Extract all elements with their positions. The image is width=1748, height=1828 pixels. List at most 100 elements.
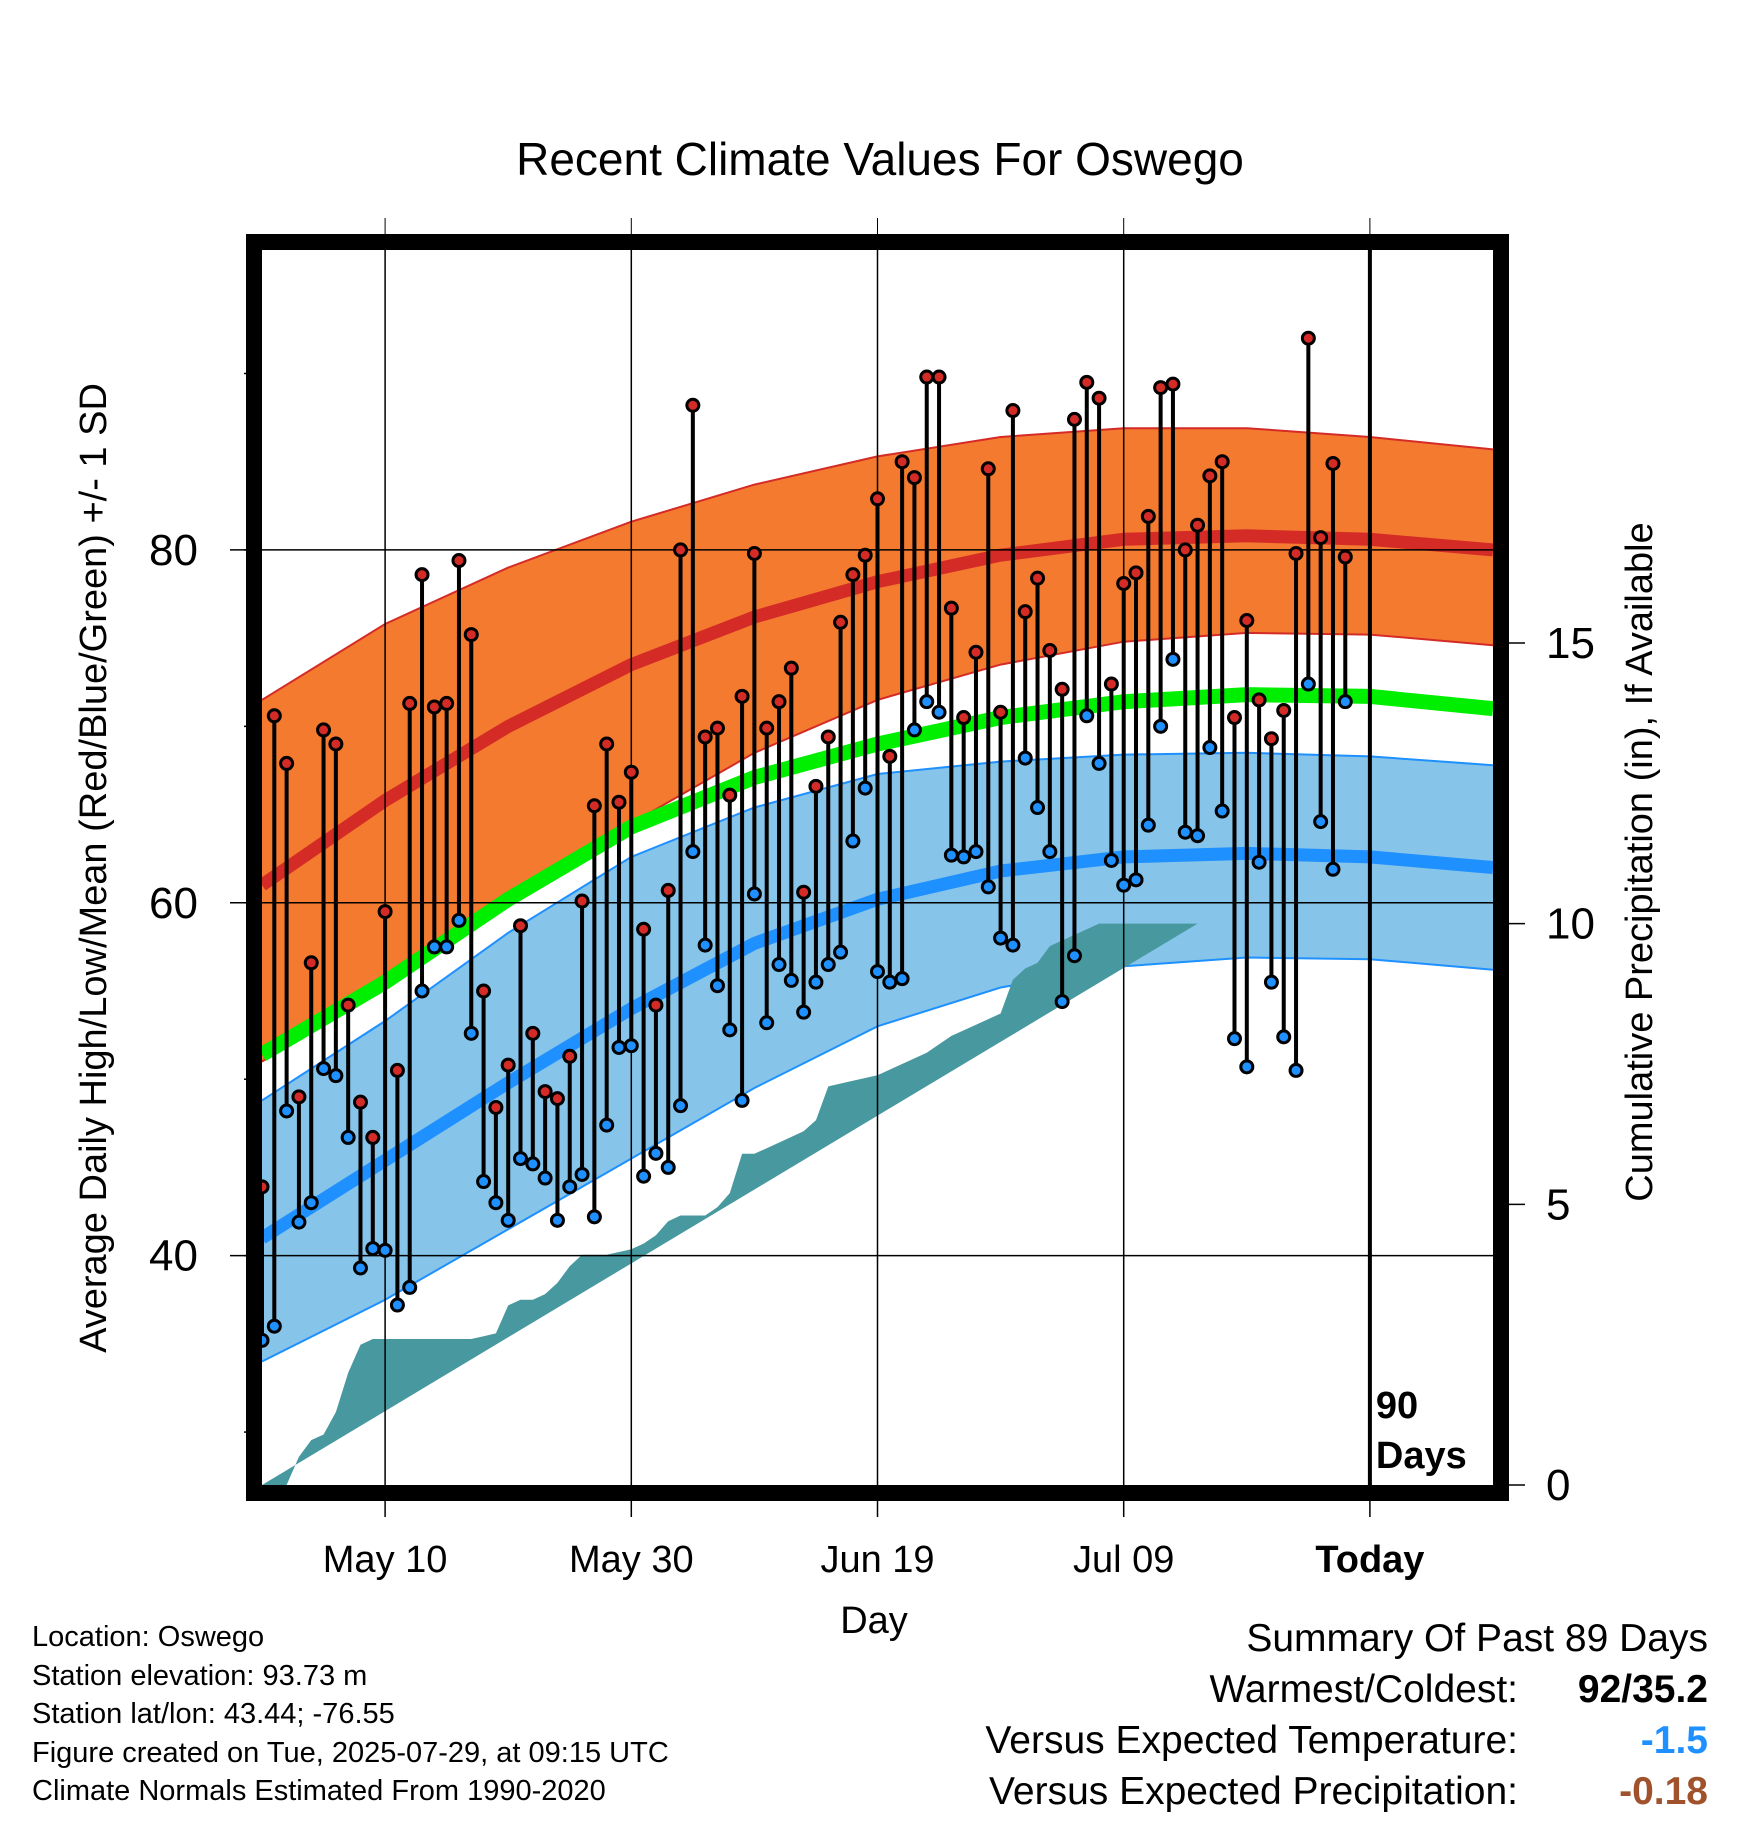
y-axis-label: Average Daily High/Low/Mean (Red/Blue/Gr… [73,383,115,1353]
x-axis-label: Day [840,1600,908,1642]
daily-high-point [513,918,529,934]
station-location: Location: Oswego [32,1621,265,1653]
daily-high-point [1202,468,1218,484]
daily-low-point [1017,750,1033,766]
daily-high-point [746,545,762,561]
daily-low-point [1337,694,1353,710]
daily-high-point [316,722,332,738]
summary-title: Summary Of Past 89 Days [1246,1617,1708,1660]
daily-high-point [1042,642,1058,658]
window-label-line: 90 [1376,1385,1418,1427]
daily-low-point [1177,824,1193,840]
daily-low-point [1214,803,1230,819]
daily-high-point [660,882,676,898]
daily-high-point [1066,411,1082,427]
y-tick-label: 80 [149,526,198,575]
daily-high-point [1313,530,1329,546]
daily-high-point [623,764,639,780]
daily-low-point [303,1195,319,1211]
daily-low-point [266,1318,282,1334]
daily-high-point [857,547,873,563]
y2-tick-label: 5 [1546,1180,1570,1229]
daily-low-point [1226,1031,1242,1047]
plot-frame [246,234,1509,1501]
chart-title: Recent Climate Values For Oswego [516,133,1244,185]
daily-high-point [476,983,492,999]
daily-low-point [1202,740,1218,756]
daily-low-point [402,1279,418,1295]
daily-low-point [636,1168,652,1184]
daily-low-point [648,1145,664,1161]
daily-low-point [845,833,861,849]
daily-high-point [500,1057,516,1073]
daily-low-point [783,972,799,988]
daily-low-point [513,1151,529,1167]
daily-low-point [870,964,885,980]
daily-low-point [660,1159,676,1175]
daily-high-point [426,699,442,715]
daily-high-point [1091,390,1107,406]
daily-low-point [488,1195,504,1211]
daily-low-point [882,974,898,990]
daily-high-point [463,627,479,643]
daily-high-point [919,369,935,385]
daily-low-point [931,704,947,720]
plot-inner: 90 Days [262,250,1493,1485]
summary-precipitation: Versus Expected Precipitation: -0.18 [985,1766,1708,1817]
daily-low-point [1153,718,1169,734]
daily-high-point [451,553,467,569]
summary-panel: Summary Of Past 89 Days Warmest/Coldest:… [985,1613,1708,1817]
daily-low-point [340,1129,356,1145]
precip-area [262,923,1198,1485]
daily-low-point [1190,828,1206,844]
warm-cold-value: 92/35.2 [1577,1668,1708,1711]
daily-high-point [820,729,836,745]
daily-low-point [709,978,725,994]
y2-tick-label: 0 [1546,1461,1570,1510]
daily-low-point [734,1092,750,1108]
daily-high-point [1005,403,1021,419]
temp-departure-value: -1.5 [1640,1719,1708,1762]
daily-low-point [574,1166,590,1182]
daily-low-point [894,971,910,987]
daily-low-point [759,1015,775,1031]
daily-high-point [1079,374,1095,390]
daily-low-point [328,1068,344,1084]
x-tick-label: May 30 [569,1539,694,1581]
daily-high-point [537,1084,553,1100]
daily-high-point [562,1048,578,1064]
daily-low-point [586,1209,602,1225]
daily-low-point [1140,817,1156,833]
daily-low-point [623,1038,639,1054]
daily-low-point [1103,852,1119,868]
daily-low-point [1325,861,1341,877]
daily-high-point [783,660,799,676]
daily-low-point [1128,872,1144,888]
precip-departure-label: Versus Expected Precipitation: [989,1770,1518,1813]
daily-high-point [328,736,344,752]
daily-low-point [611,1039,627,1055]
figure-created: Figure created on Tue, 2025-07-29, at 09… [32,1736,669,1769]
daily-low-point [599,1117,615,1133]
y2-tick-label: 10 [1546,900,1595,949]
daily-low-point [1116,877,1132,893]
daily-high-point [1103,676,1119,692]
daily-low-point [1239,1059,1255,1075]
daily-high-point [894,454,910,470]
daily-high-point [1128,565,1144,581]
daily-low-point [1263,974,1279,990]
daily-high-point [759,720,775,736]
daily-low-point [549,1212,565,1228]
x-tick-label: Jul 09 [1073,1539,1174,1581]
daily-high-point [1017,604,1033,620]
daily-high-point [1337,549,1353,565]
daily-high-point [722,787,738,803]
daily-high-point [1116,575,1132,591]
daily-high-point [402,695,418,711]
daily-low-point [463,1025,479,1041]
y-tick-label: 40 [149,1232,198,1281]
daily-high-point [1153,380,1169,396]
daily-high-point [993,704,1009,720]
precip-departure-value: -0.18 [1619,1770,1708,1813]
